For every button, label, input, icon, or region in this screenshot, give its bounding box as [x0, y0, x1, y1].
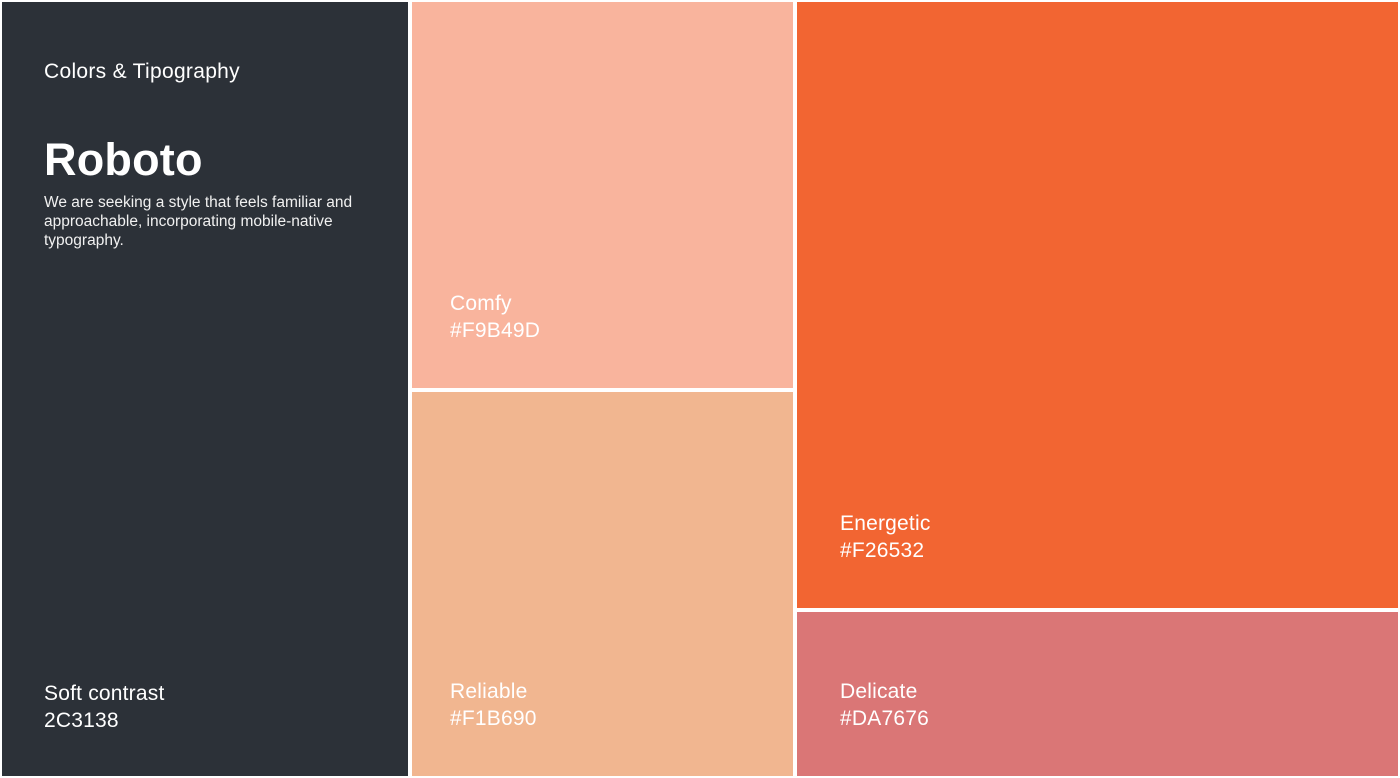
- swatch-label-comfy: Comfy #F9B49D: [450, 290, 763, 344]
- swatch-name: Comfy: [450, 292, 512, 315]
- swatch-label-delicate: Delicate #DA7676: [840, 678, 1368, 732]
- swatch-label-soft-contrast: Soft contrast 2C3138: [44, 680, 368, 734]
- swatch-hex: #DA7676: [840, 707, 929, 730]
- swatch-hex: #F26532: [840, 539, 925, 562]
- typography-panel: Colors & Tipography Roboto We are seekin…: [2, 2, 408, 776]
- middle-swatch-column: Comfy #F9B49D Reliable #F1B690: [412, 2, 793, 776]
- swatch-hex: #F1B690: [450, 707, 537, 730]
- swatch-hex: 2C3138: [44, 709, 119, 732]
- swatch-label-energetic: Energetic #F26532: [840, 510, 1368, 564]
- section-title: Colors & Tipography: [44, 60, 240, 83]
- swatch-label-reliable: Reliable #F1B690: [450, 678, 763, 732]
- swatch-hex: #F9B49D: [450, 319, 541, 342]
- font-description: We are seeking a style that feels famili…: [44, 194, 353, 250]
- swatch-name: Energetic: [840, 512, 931, 535]
- right-swatch-column: Energetic #F26532 Delicate #DA7676: [797, 2, 1398, 776]
- swatch-name: Soft contrast: [44, 682, 165, 705]
- swatch-reliable: Reliable #F1B690: [412, 392, 793, 776]
- font-name-heading: Roboto: [44, 134, 203, 185]
- swatch-name: Delicate: [840, 680, 918, 703]
- swatch-delicate: Delicate #DA7676: [797, 612, 1398, 776]
- swatch-comfy: Comfy #F9B49D: [412, 2, 793, 388]
- swatch-name: Reliable: [450, 680, 528, 703]
- swatch-energetic: Energetic #F26532: [797, 2, 1398, 608]
